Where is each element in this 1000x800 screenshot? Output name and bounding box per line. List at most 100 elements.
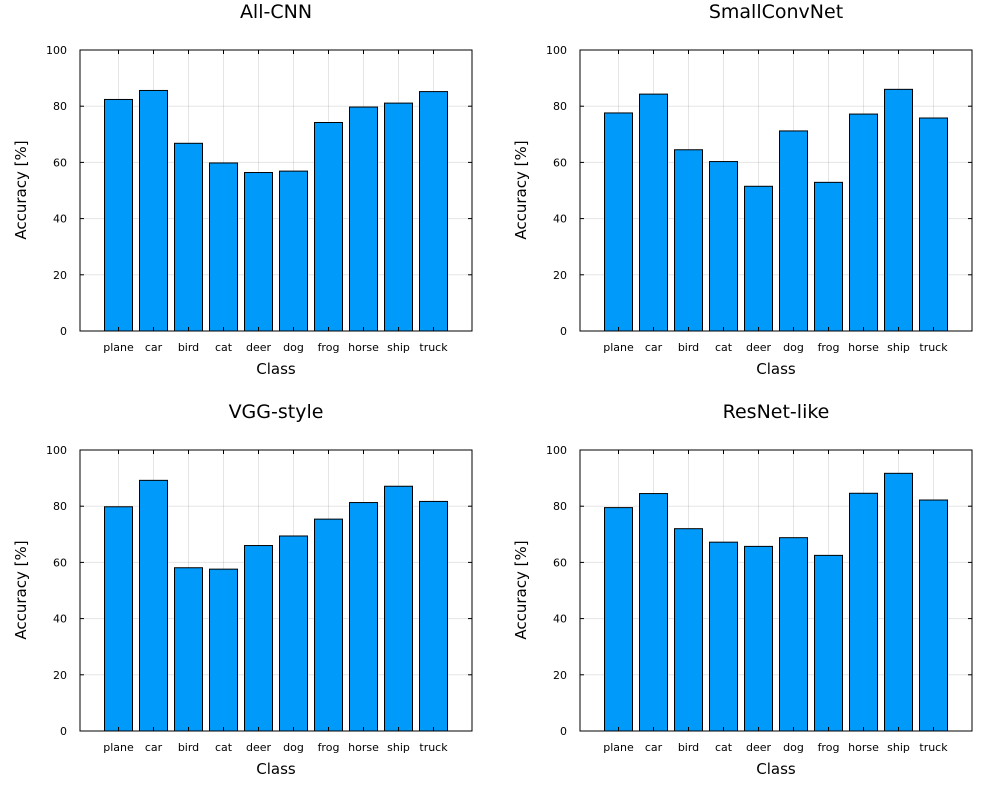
x-tick-label-deer: deer [246,341,272,354]
y-tick-label: 20 [553,669,567,682]
x-tick-label-truck: truck [919,741,948,754]
y-tick-label: 20 [553,269,567,282]
bar-horse [849,492,878,732]
bar-cat [709,541,738,732]
x-tick-label-bird: bird [678,341,699,354]
y-tick-label: 80 [553,100,567,113]
x-axis-label: Class [756,760,796,778]
y-axis: 0 20 40 60 80 100 [46,44,472,338]
x-tick-label-dog: dog [283,741,304,754]
bar-cat [709,161,738,332]
y-tick-label: 40 [53,213,67,226]
y-tick-label: 80 [553,500,567,513]
x-tick-label-plane: plane [103,341,134,354]
plot-frame [579,49,973,332]
x-tick-label-car: car [145,341,163,354]
x-tick-label-frog: frog [318,341,340,354]
y-tick-label: 100 [46,44,67,57]
plot-frame [579,449,973,732]
bar-plane [104,506,133,732]
bar-deer [744,185,773,332]
bars [604,88,948,332]
chart-all-cnn: All-CNN Class Accuracy [%] 0 20 40 60 80 100 p… [12,1,473,378]
y-axis: 0 20 40 60 80 100 [546,444,972,738]
x-axis: plane car bird cat deer dog frog horse ship truck [603,50,948,354]
y-tick-label: 0 [60,725,67,738]
y-tick-label: 20 [53,669,67,682]
chart-title: SmallConvNet [709,1,843,23]
y-axis: 0 20 40 60 80 100 [46,444,472,738]
bar-car [639,93,668,332]
x-tick-label-horse: horse [348,341,379,354]
x-tick-label-cat: cat [715,741,733,754]
x-tick-label-car: car [145,741,163,754]
bar-plane [604,112,633,332]
x-axis-label: Class [256,360,296,378]
y-tick-label: 100 [546,44,567,57]
y-tick-label: 80 [53,500,67,513]
bar-ship [884,88,913,332]
bar-bird [674,528,703,732]
bar-bird [174,142,203,332]
x-tick-label-plane: plane [603,341,634,354]
y-tick-label: 0 [560,325,567,338]
x-axis-label: Class [256,760,296,778]
plot-frame [79,449,473,732]
bar-frog [314,518,343,732]
x-tick-label-frog: frog [818,341,840,354]
y-tick-label: 0 [60,325,67,338]
bar-plane [104,98,133,332]
y-tick-label: 100 [546,444,567,457]
x-tick-label-cat: cat [215,741,233,754]
bar-truck [419,500,448,732]
y-tick-label: 40 [553,213,567,226]
y-gridlines [80,49,472,332]
bar-ship [384,485,413,732]
x-tick-label-ship: ship [887,741,910,754]
bar-deer [744,545,773,732]
x-tick-label-horse: horse [848,341,879,354]
y-axis-label: Accuracy [%] [12,540,30,639]
bar-frog [314,121,343,332]
y-tick-label: 80 [53,100,67,113]
x-tick-label-car: car [645,741,663,754]
x-tick-label-bird: bird [178,741,199,754]
x-tick-label-truck: truck [419,741,448,754]
x-tick-label-cat: cat [215,341,233,354]
x-tick-label-bird: bird [178,341,199,354]
bar-deer [244,172,273,332]
bar-horse [349,502,378,732]
x-tick-label-ship: ship [387,341,410,354]
chart-resnet-like: ResNet-like Class Accuracy [%] 0 20 40 60 80… [512,401,973,778]
bar-frog [814,181,843,332]
bar-cat [209,568,238,732]
x-tick-label-plane: plane [103,741,134,754]
bar-ship [884,472,913,732]
x-tick-label-ship: ship [387,741,410,754]
chart-vgg-style: VGG-style Class Accuracy [%] 0 20 40 60 80 10… [12,401,473,778]
bar-cat [209,162,238,332]
x-tick-label-dog: dog [783,341,804,354]
x-tick-label-truck: truck [419,341,448,354]
x-tick-label-dog: dog [283,341,304,354]
bar-truck [919,117,948,332]
bar-frog [814,554,843,732]
y-axis-label: Accuracy [%] [512,140,530,239]
y-axis-label: Accuracy [%] [12,140,30,239]
x-axis: plane car bird cat deer dog frog horse ship truck [603,450,948,754]
y-tick-label: 60 [53,156,67,169]
x-tick-label-deer: deer [746,341,772,354]
y-tick-label: 40 [553,613,567,626]
x-tick-label-truck: truck [919,341,948,354]
x-tick-label-horse: horse [348,741,379,754]
y-tick-label: 0 [560,725,567,738]
y-tick-label: 40 [53,613,67,626]
x-tick-label-dog: dog [783,741,804,754]
bar-ship [384,102,413,332]
bar-bird [674,149,703,332]
bar-plane [604,507,633,732]
x-tick-label-bird: bird [678,741,699,754]
bar-horse [349,106,378,332]
y-tick-label: 100 [46,444,67,457]
